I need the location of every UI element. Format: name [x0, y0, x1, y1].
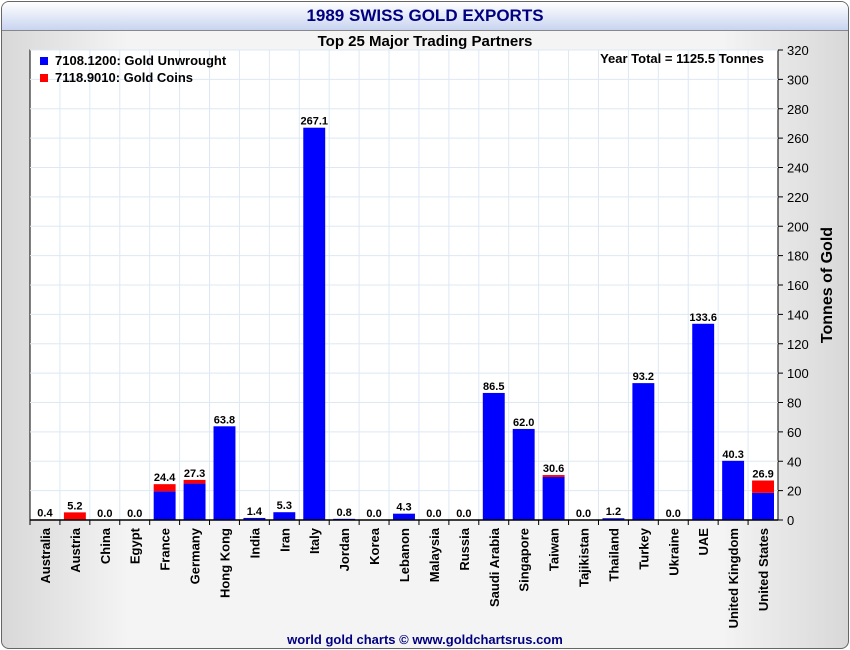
y-tick-label: 40 [787, 454, 801, 469]
data-label: 86.5 [483, 381, 504, 393]
data-label: 27.3 [184, 468, 205, 480]
x-tick-label: Tajikistan [577, 528, 592, 587]
data-label: 0.4 [37, 507, 53, 519]
bar-segment [602, 518, 625, 520]
x-tick-label: Russia [457, 527, 472, 570]
bar-segment [482, 392, 505, 520]
data-label: 0.0 [666, 508, 681, 520]
data-label: 1.4 [247, 506, 263, 518]
x-tick-label: Singapore [517, 528, 532, 592]
data-label: 24.4 [154, 472, 176, 484]
x-tick-label: United States [756, 528, 771, 611]
y-tick-label: 140 [787, 307, 809, 322]
bar-segment [752, 492, 774, 520]
data-label: 5.3 [277, 500, 292, 512]
bar-segment [63, 512, 86, 520]
y-tick-label: 20 [787, 484, 801, 499]
data-label: 26.9 [752, 468, 773, 480]
year-total-annotation: Year Total = 1125.5 Tonnes [600, 51, 764, 66]
data-label: 30.6 [543, 463, 564, 475]
x-tick-label: Italy [307, 527, 322, 554]
bar-segment [183, 483, 206, 520]
x-tick-label: Saudi Arabia [487, 527, 502, 607]
data-label: 1.2 [606, 506, 621, 518]
x-tick-label: Hong Kong [217, 528, 232, 598]
y-tick-label: 60 [787, 425, 801, 440]
bar-segment [393, 513, 415, 520]
legend-swatch [40, 74, 48, 82]
data-label: 0.8 [337, 507, 352, 519]
bar-segment [512, 428, 535, 520]
data-label: 0.0 [426, 508, 441, 520]
bar-segment [303, 127, 326, 521]
data-label: 62.0 [513, 417, 534, 429]
footer-credit: world gold charts © www.goldchartsrus.co… [287, 632, 563, 647]
x-tick-label: Malaysia [427, 527, 442, 582]
x-tick-label: Egypt [128, 527, 143, 564]
data-label: 0.0 [127, 508, 142, 520]
legend-label: 7118.9010: Gold Coins [55, 70, 193, 85]
y-tick-label: 0 [787, 513, 794, 528]
bar-segment [542, 475, 565, 477]
x-tick-label: United Kingdom [726, 528, 741, 628]
data-label: 93.2 [633, 371, 654, 383]
y-tick-label: 100 [787, 366, 809, 381]
chart-subtitle: Top 25 Major Trading Partners [317, 33, 533, 50]
bar-segment [542, 476, 565, 520]
y-tick-label: 120 [787, 337, 809, 352]
chart-title: 1989 SWISS GOLD EXPORTS [2, 2, 848, 31]
bar-segment [273, 512, 296, 520]
x-tick-label: UAE [696, 528, 711, 556]
bar-segment [722, 460, 745, 520]
data-label: 5.2 [67, 500, 82, 512]
data-label: 4.3 [396, 502, 411, 514]
x-tick-label: Iran [277, 528, 292, 552]
x-tick-label: Korea [367, 527, 382, 565]
data-label: 0.0 [576, 508, 591, 520]
y-tick-label: 320 [787, 43, 809, 58]
bar-segment [183, 479, 206, 484]
x-tick-label: France [158, 528, 173, 571]
x-tick-label: Ukraine [666, 528, 681, 576]
x-tick-label: Turkey [636, 527, 651, 569]
data-label: 133.6 [689, 312, 717, 324]
data-label: 267.1 [300, 116, 328, 128]
y-tick-label: 180 [787, 249, 809, 264]
y-tick-label: 160 [787, 278, 809, 293]
bar-segment [153, 491, 176, 520]
bar-segment [153, 484, 176, 492]
data-label: 0.0 [456, 508, 471, 520]
x-tick-label: India [247, 527, 262, 558]
y-tick-label: 260 [787, 131, 809, 146]
data-label: 0.0 [97, 508, 112, 520]
x-tick-label: Austria [68, 527, 83, 573]
x-tick-label: Jordan [337, 528, 352, 571]
x-tick-label: Lebanon [397, 528, 412, 582]
bar-segment [692, 323, 715, 520]
y-tick-label: 80 [787, 396, 801, 411]
x-tick-label: Germany [188, 527, 203, 584]
y-tick-label: 200 [787, 219, 809, 234]
legend-swatch [40, 57, 48, 65]
data-label: 40.3 [722, 449, 743, 461]
bar-segment [213, 426, 236, 520]
bar-segment [752, 480, 774, 493]
y-tick-label: 240 [787, 161, 809, 176]
bar-segment [632, 383, 655, 520]
y-axis-label: Tonnes of Gold [819, 227, 836, 343]
data-label: 63.8 [214, 414, 235, 426]
x-tick-label: China [98, 527, 113, 564]
y-tick-label: 280 [787, 102, 809, 117]
x-tick-label: Taiwan [547, 528, 562, 571]
y-tick-label: 300 [787, 72, 809, 87]
y-tick-label: 220 [787, 190, 809, 205]
data-label: 0.0 [366, 508, 381, 520]
bar-segment [243, 517, 266, 520]
x-tick-label: Australia [38, 527, 53, 583]
x-tick-label: Thailand [606, 528, 621, 582]
legend-label: 7108.1200: Gold Unwrought [55, 53, 227, 68]
